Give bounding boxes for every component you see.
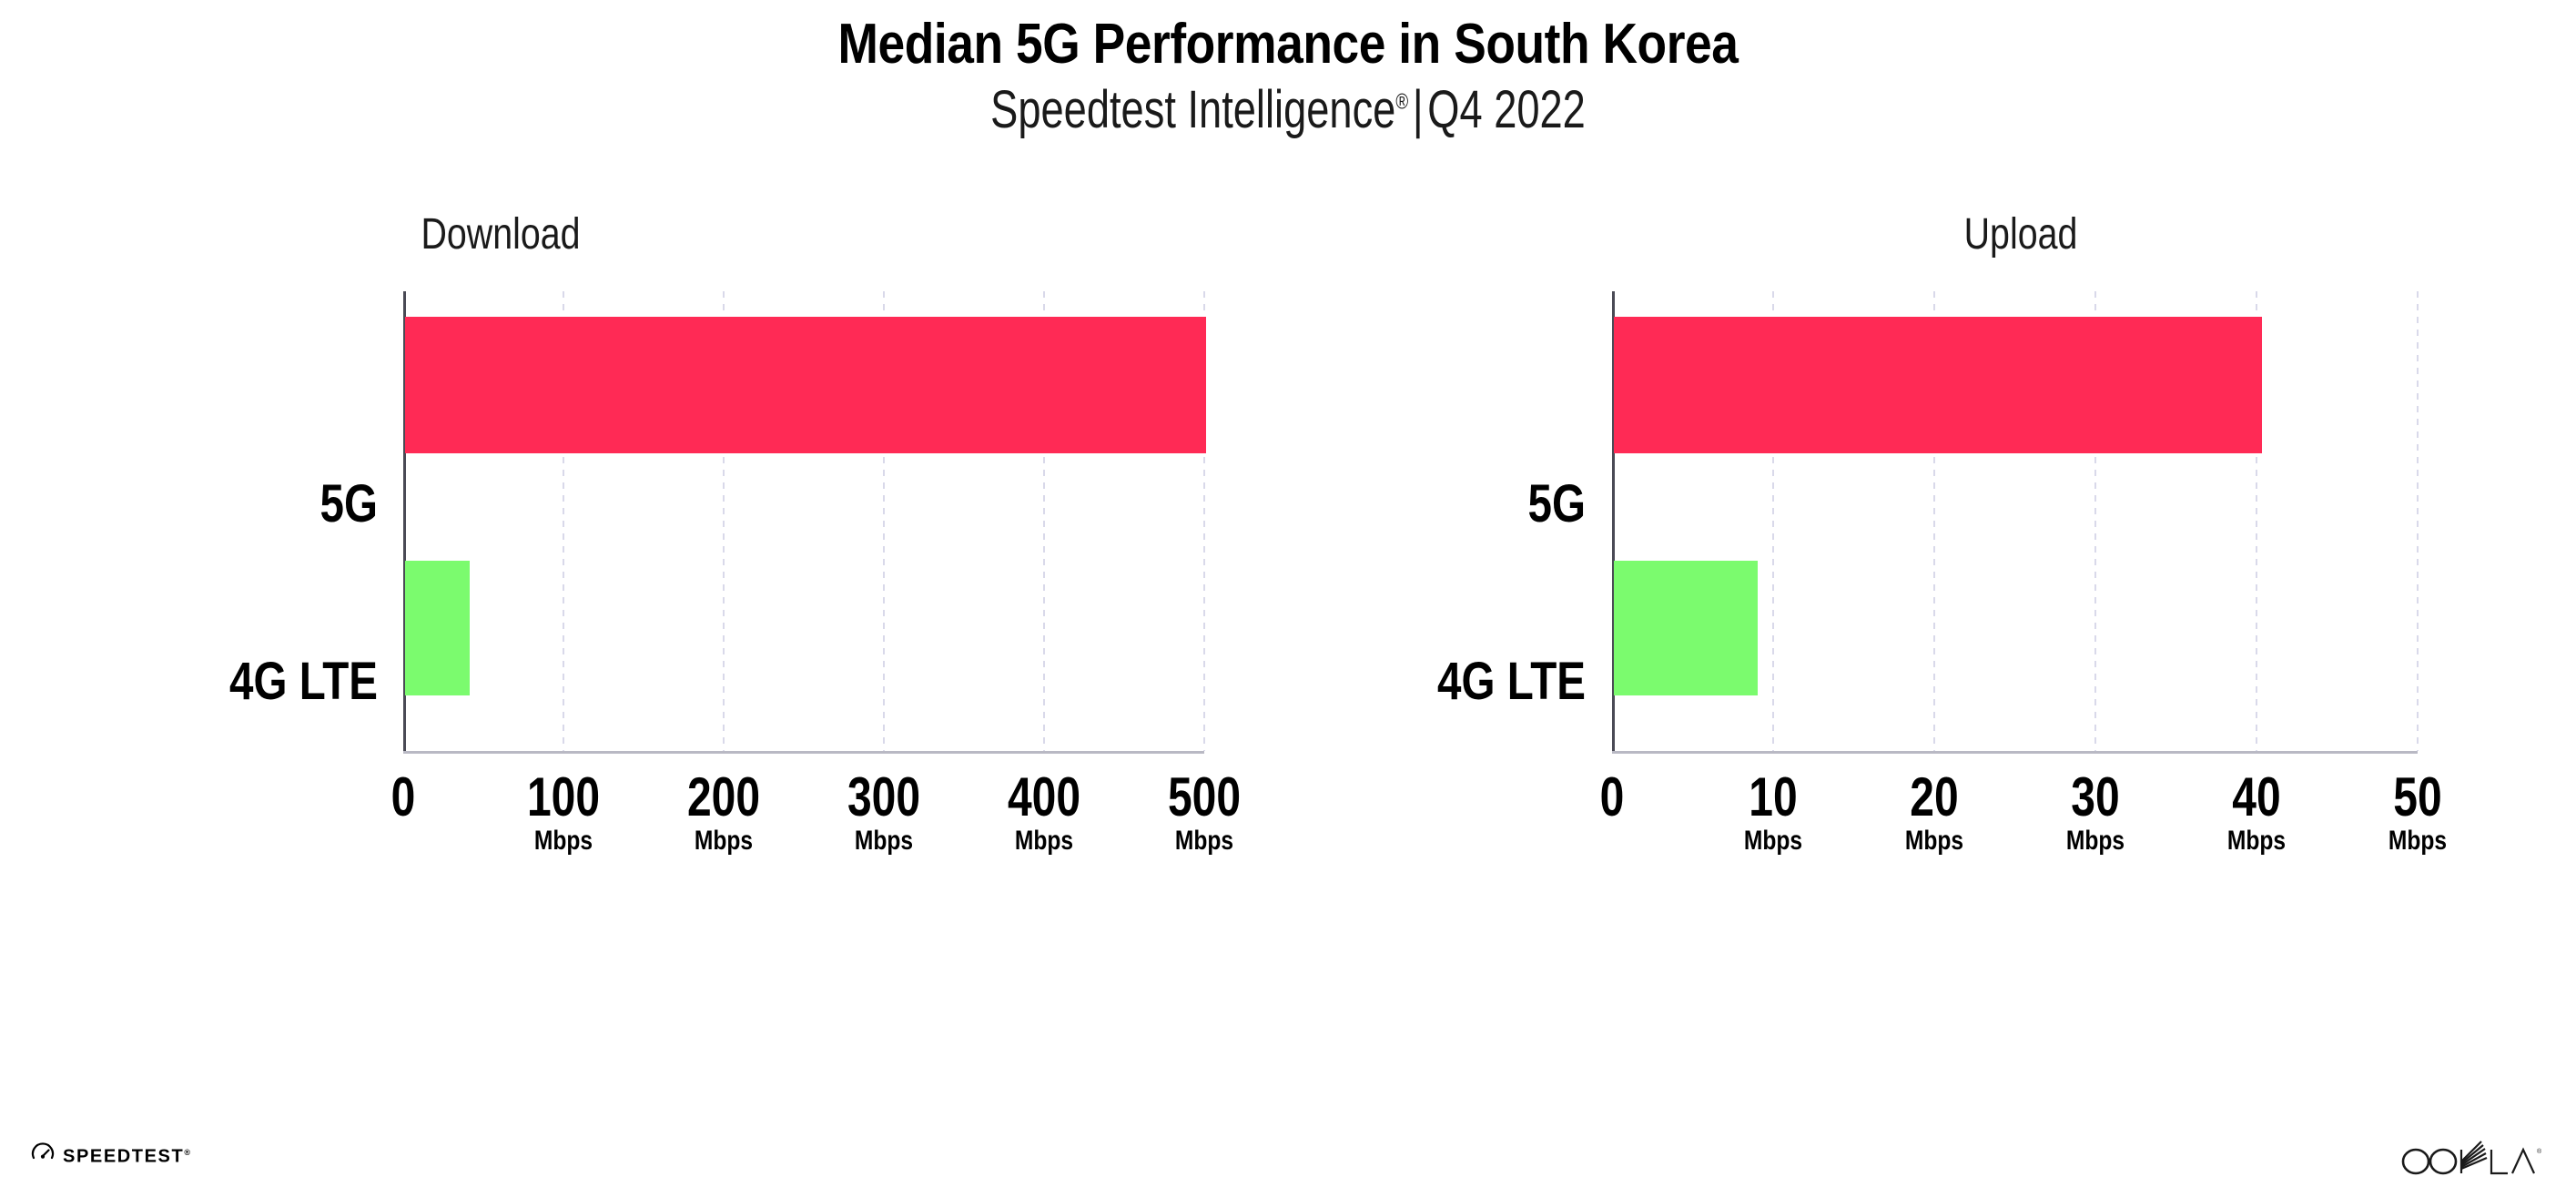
ookla-logo: ® — [2399, 1136, 2545, 1178]
gridline-download-500 — [1203, 291, 1205, 751]
subtitle-brand: Speedtest Intelligence — [990, 80, 1396, 139]
y-axis-line-upload — [1612, 291, 1615, 751]
chart-title-download: Download — [421, 210, 581, 259]
x-tick-unit: Mbps — [1743, 826, 1803, 856]
x-tick-value: 500 — [1167, 766, 1242, 827]
x-tick-value: 400 — [1007, 766, 1081, 827]
chart-panel-upload: Upload 5G 4G LTE 0 10 Mbps 20 Mbps 30 Mbps 40 Mb… — [1211, 209, 2576, 1029]
x-tick-upload-0: 0 — [1521, 769, 1703, 826]
x-tick-unit: Mbps — [2065, 826, 2125, 856]
bar-4g-lte-download — [405, 561, 471, 695]
x-tick-unit: Mbps — [1174, 826, 1234, 856]
ookla-wordmark-icon: ® — [2401, 1141, 2542, 1175]
gridline-download-200 — [723, 291, 725, 751]
x-axis-line-download — [403, 751, 1204, 754]
x-tick-unit: Mbps — [2388, 826, 2448, 856]
subtitle-period: Q4 2022 — [1427, 80, 1586, 139]
x-tick-download-100: 100 Mbps — [472, 769, 654, 857]
registered-mark-icon: ® — [1395, 89, 1409, 115]
x-tick-download-400: 400 Mbps — [953, 769, 1135, 857]
x-tick-unit: Mbps — [2226, 826, 2287, 856]
x-tick-unit: Mbps — [533, 826, 593, 856]
x-tick-value: 200 — [686, 766, 761, 827]
gridline-upload-30 — [2094, 291, 2096, 751]
x-tick-download-0: 0 — [312, 769, 494, 826]
x-tick-unit: Mbps — [1904, 826, 1964, 856]
x-tick-download-500: 500 Mbps — [1113, 769, 1295, 857]
category-label-5g-upload: 5G — [1527, 474, 1586, 533]
bar-5g-download — [405, 317, 1206, 453]
gridline-upload-10 — [1772, 291, 1774, 751]
y-axis-line-download — [403, 291, 406, 751]
ookla-registered-mark: ® — [2537, 1148, 2542, 1155]
gridline-upload-40 — [2256, 291, 2257, 751]
x-tick-value: 40 — [2232, 766, 2281, 827]
x-tick-value: 100 — [526, 766, 601, 827]
gridline-upload-50 — [2417, 291, 2419, 751]
plot-area-upload — [1612, 291, 2419, 754]
x-tick-value: 30 — [2071, 766, 2120, 827]
speedtest-wordmark: SPEEDTEST® — [63, 1146, 190, 1167]
x-tick-upload-20: 20 Mbps — [1843, 769, 2025, 857]
x-tick-value: 10 — [1749, 766, 1798, 827]
category-label-4glte-upload: 4G LTE — [1437, 652, 1586, 711]
speedometer-icon — [31, 1142, 55, 1160]
x-tick-upload-10: 10 Mbps — [1682, 769, 1864, 857]
x-tick-value: 20 — [1910, 766, 1959, 827]
page-subtitle: Speedtest Intelligence®|Q4 2022 — [283, 76, 2292, 144]
x-tick-unit: Mbps — [694, 826, 754, 856]
x-tick-value: 300 — [847, 766, 921, 827]
x-axis-line-upload — [1612, 751, 2418, 754]
page-title: Median 5G Performance in South Korea — [837, 13, 1739, 76]
speedtest-logo: SPEEDTEST® — [31, 1142, 190, 1166]
subtitle-separator: | — [1412, 80, 1424, 139]
gridline-download-100 — [563, 291, 564, 751]
x-tick-value: 0 — [1599, 766, 1625, 827]
x-tick-value: 50 — [2393, 766, 2442, 827]
gridline-download-400 — [1043, 291, 1045, 751]
gridline-download-300 — [883, 291, 885, 751]
category-label-5g-download: 5G — [319, 474, 378, 533]
x-tick-upload-40: 40 Mbps — [2165, 769, 2348, 857]
category-label-4glte-download: 4G LTE — [229, 652, 378, 711]
x-tick-download-300: 300 Mbps — [793, 769, 975, 857]
chart-panel-download: Download 5G 4G LTE 0 100 Mbps 200 Mbps 300 Mbp… — [0, 209, 1288, 1029]
chart-title-upload: Upload — [1963, 210, 2078, 259]
x-tick-download-200: 200 Mbps — [633, 769, 815, 857]
x-tick-unit: Mbps — [854, 826, 914, 856]
bar-4g-lte-upload — [1614, 561, 1758, 695]
x-tick-unit: Mbps — [1014, 826, 1074, 856]
x-tick-value: 0 — [390, 766, 416, 827]
plot-area-download — [403, 291, 1206, 754]
x-tick-upload-30: 30 Mbps — [2004, 769, 2186, 857]
x-tick-upload-50: 50 Mbps — [2327, 769, 2509, 857]
bar-5g-upload — [1614, 317, 2262, 453]
gridline-upload-20 — [1933, 291, 1935, 751]
title-block: Median 5G Performance in South Korea Spe… — [0, 13, 2576, 144]
